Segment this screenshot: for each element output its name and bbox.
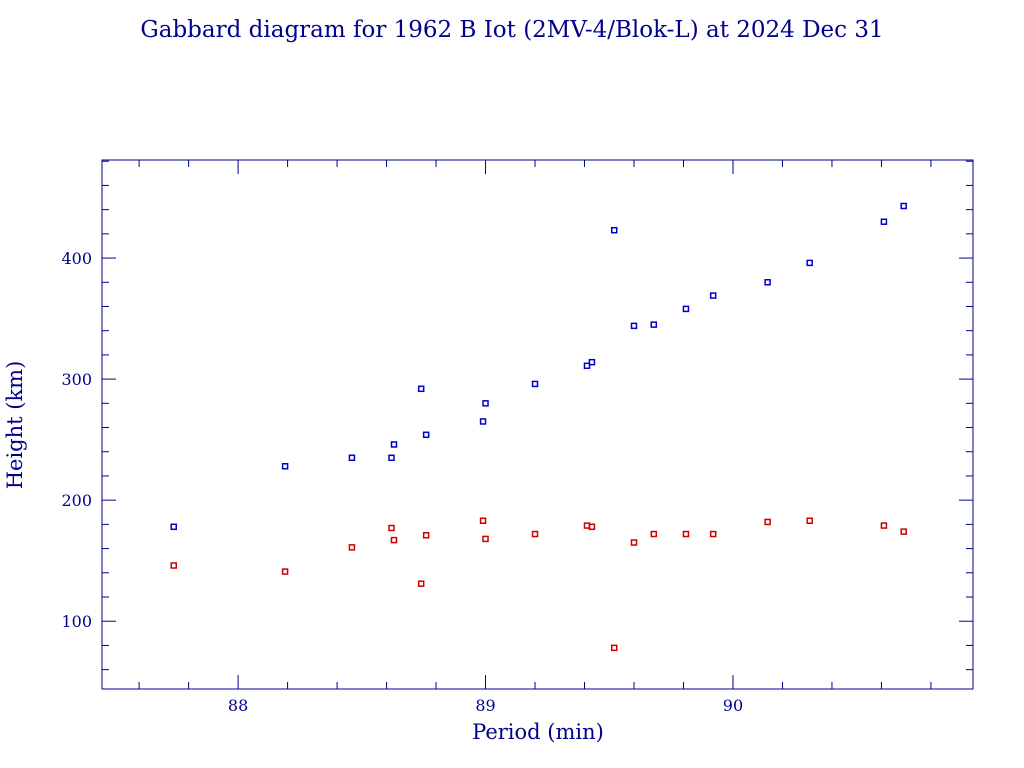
perigee-point bbox=[482, 535, 489, 543]
apogee-point bbox=[531, 380, 539, 388]
perigee-point bbox=[479, 517, 487, 524]
perigee-point bbox=[281, 568, 289, 575]
perigee-point bbox=[422, 532, 430, 539]
perigee-point bbox=[900, 528, 907, 535]
perigee-point bbox=[650, 530, 658, 538]
apogee-point bbox=[764, 279, 771, 286]
apogee-point bbox=[390, 441, 398, 448]
apogee-point bbox=[709, 292, 717, 299]
x-axis-label: Period (min) bbox=[472, 720, 604, 744]
chart-title: Gabbard diagram for 1962 B Iot (2MV-4/Bl… bbox=[140, 17, 883, 43]
apogee-point bbox=[482, 400, 489, 407]
perigee-point bbox=[390, 536, 398, 544]
apogee-point bbox=[583, 362, 591, 370]
perigee-point bbox=[588, 523, 596, 531]
perigee-point bbox=[610, 644, 618, 652]
data-points bbox=[170, 202, 907, 652]
perigee-point bbox=[348, 544, 356, 551]
perigee-point bbox=[682, 530, 690, 538]
x-tick-label: 90 bbox=[723, 696, 743, 715]
apogee-point bbox=[682, 305, 690, 313]
apogee-point bbox=[806, 259, 813, 267]
apogee-point bbox=[348, 454, 356, 462]
perigee-point bbox=[806, 517, 813, 524]
apogee-point bbox=[650, 321, 658, 328]
apogee-point bbox=[422, 431, 430, 439]
y-tick-label: 200 bbox=[61, 491, 92, 510]
apogee-point bbox=[281, 463, 289, 470]
x-tick-label: 88 bbox=[228, 696, 248, 715]
apogee-point bbox=[479, 418, 487, 425]
perigee-point bbox=[531, 530, 539, 538]
axis-ticks bbox=[102, 160, 973, 689]
y-tick-label: 400 bbox=[61, 249, 92, 268]
apogee-point bbox=[417, 385, 425, 393]
plot-frame bbox=[101, 159, 974, 690]
apogee-point bbox=[900, 202, 907, 210]
y-axis-label: Height (km) bbox=[3, 361, 27, 490]
perigee-point bbox=[709, 530, 717, 538]
apogee-point bbox=[588, 358, 596, 366]
axis-tick-labels: 88 89 90 100 200 300 400 bbox=[61, 249, 743, 715]
apogee-point bbox=[170, 523, 178, 531]
perigee-point bbox=[388, 524, 395, 532]
y-tick-label: 300 bbox=[61, 370, 92, 389]
apogee-point bbox=[388, 454, 395, 462]
apogee-point bbox=[630, 322, 638, 330]
x-tick-label: 89 bbox=[475, 696, 495, 715]
perigee-point bbox=[880, 522, 888, 529]
perigee-point bbox=[764, 518, 771, 526]
apogee-point bbox=[610, 226, 618, 234]
apogee-point bbox=[880, 218, 888, 225]
y-tick-label: 100 bbox=[61, 612, 92, 631]
perigee-point bbox=[170, 562, 178, 569]
perigee-point bbox=[630, 539, 638, 546]
perigee-point bbox=[417, 580, 425, 587]
